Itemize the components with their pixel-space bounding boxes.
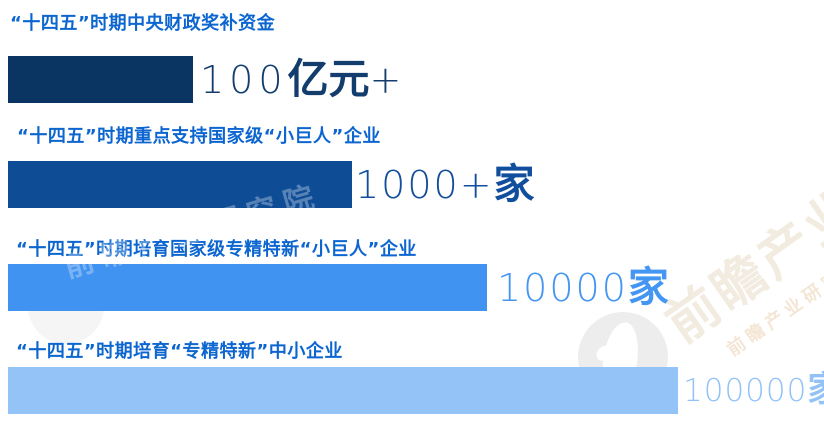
- value-qualifier: +: [369, 58, 407, 102]
- bar-label-smes: “十四五”时期培育“专精特新”中小企业: [16, 341, 343, 362]
- bar-value-smes: 100000家: [683, 367, 824, 414]
- value-unit: 家: [493, 160, 535, 208]
- value-number: 100000: [683, 373, 808, 409]
- bar-value-little-giants: 10000家: [497, 264, 669, 311]
- bar-label-central-fund: “十四五”时期中央财政奖补资金: [10, 13, 276, 34]
- watermark-brand-text: 前瞻产业 前瞻产业研究院: [648, 167, 824, 382]
- value-number: 10000: [497, 266, 628, 310]
- bar-smes: [8, 367, 678, 414]
- bar-label-little-giants: “十四五”时期培育国家级专精特新“小巨人”企业: [16, 239, 417, 260]
- value-number: 1000+: [355, 163, 494, 207]
- value-unit: 亿元: [287, 55, 370, 103]
- bar-label-national-support: “十四五”时期重点支持国家级“小巨人”企业: [17, 126, 381, 147]
- watermark-brand-large: 前瞻产业: [655, 177, 824, 355]
- bar-little-giants: [8, 264, 487, 311]
- value-unit: 家: [807, 370, 824, 410]
- bar-national-support: [8, 161, 352, 208]
- value-number: 100: [200, 58, 288, 102]
- bar-value-central-fund: 100亿元+: [200, 56, 406, 103]
- value-unit: 家: [627, 263, 669, 311]
- bar-central-fund: [8, 56, 193, 103]
- bar-value-national-support: 1000+家: [355, 161, 535, 208]
